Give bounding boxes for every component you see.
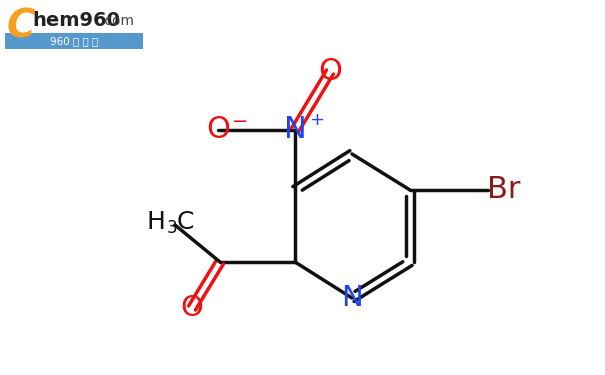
Text: 3: 3: [167, 219, 178, 237]
Text: O: O: [206, 116, 230, 144]
Text: −: −: [232, 112, 249, 132]
Text: N: N: [284, 116, 306, 144]
Text: .com: .com: [100, 14, 134, 28]
Bar: [5, 33, 143, 49]
Text: N: N: [341, 284, 363, 312]
Text: C: C: [7, 8, 36, 46]
Text: O: O: [180, 294, 203, 322]
Text: Br: Br: [487, 176, 521, 204]
Text: O: O: [318, 57, 342, 87]
Text: 960 化 工 网: 960 化 工 网: [50, 36, 98, 46]
Text: C: C: [177, 210, 194, 234]
Text: H: H: [146, 210, 165, 234]
Text: +: +: [309, 111, 324, 129]
Text: hem960: hem960: [32, 11, 120, 30]
